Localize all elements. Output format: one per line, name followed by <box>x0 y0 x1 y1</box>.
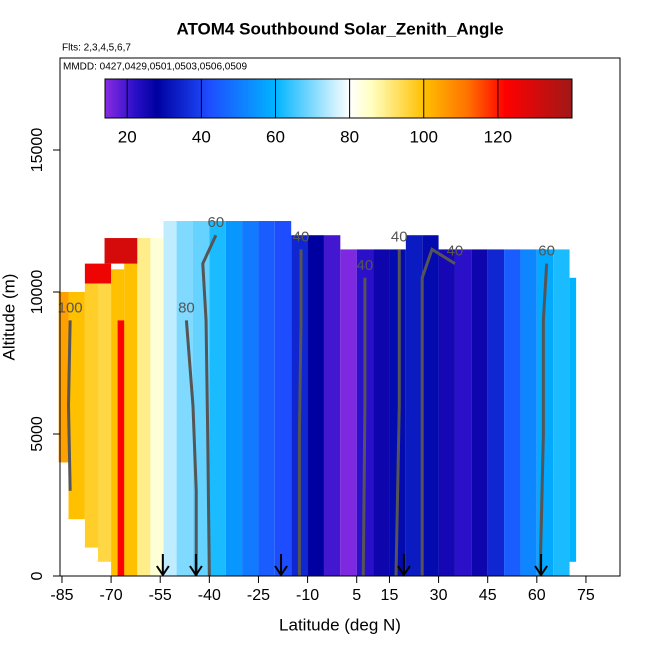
x-tick-label: 75 <box>577 587 595 604</box>
contour-label: 40 <box>447 243 464 260</box>
heat-cell <box>84 283 98 548</box>
colorbar-tick-label: 100 <box>410 127 438 146</box>
heat-cell <box>307 235 324 577</box>
y-tick-label: 0 <box>29 571 46 580</box>
contour-label: 100 <box>58 299 83 316</box>
heat-cell <box>97 277 112 562</box>
flight-marker-head <box>155 565 170 577</box>
contour-label: 40 <box>293 228 310 245</box>
x-tick-label: -40 <box>198 587 221 604</box>
heat-cell <box>163 221 177 576</box>
colorbar-tick-label: 60 <box>266 127 285 146</box>
heat-cell <box>137 238 151 576</box>
heat-cell <box>504 249 521 576</box>
heat-cell <box>438 249 455 576</box>
x-tick-label: -10 <box>296 587 319 604</box>
heat-cell <box>471 249 488 576</box>
heat-cell <box>176 221 193 576</box>
contour-label: 40 <box>357 257 374 274</box>
x-axis-label: Latitude (deg N) <box>279 615 401 634</box>
contour-label: 40 <box>391 228 408 245</box>
colorbar-tick-label: 20 <box>118 127 137 146</box>
heat-cell <box>274 221 292 576</box>
heat-cell <box>209 221 226 576</box>
y-tick-label: 5000 <box>29 416 46 452</box>
flight-marker-head <box>274 565 288 577</box>
heat-cell <box>520 249 537 576</box>
heat-cell <box>487 249 505 576</box>
heat-cell <box>323 235 341 577</box>
heat-cell <box>225 221 243 576</box>
flight-marker-head <box>534 565 548 577</box>
contour-line <box>420 247 456 576</box>
colorbar <box>104 78 573 119</box>
heat-cell <box>117 320 125 576</box>
x-tick-label: -25 <box>247 587 270 604</box>
heat-cell <box>340 249 357 576</box>
heat-cell <box>68 292 85 520</box>
heat-cell <box>84 263 112 284</box>
contour-line <box>394 249 401 577</box>
heat-cell <box>405 235 423 577</box>
x-tick-label: 5 <box>352 587 361 604</box>
heat-cell <box>553 249 570 576</box>
contour-label: 60 <box>538 243 555 260</box>
x-tick-label: 15 <box>381 587 399 604</box>
heat-cell <box>373 249 390 576</box>
contour-line <box>184 320 198 576</box>
heat-cell <box>104 238 138 264</box>
flight-marker-head <box>189 565 203 577</box>
y-axis-label: Altitude (m) <box>0 274 18 361</box>
contour-line <box>538 263 549 577</box>
contour-label: 80 <box>178 299 195 316</box>
annotation: MMDD: 0427,0429,0501,0503,0506,0509 <box>63 62 247 73</box>
heat-cell <box>258 221 275 576</box>
heat-cell <box>569 277 577 562</box>
heat-cell <box>150 238 164 576</box>
contour-line <box>361 277 367 577</box>
contour-label: 60 <box>208 214 225 231</box>
contour-line <box>67 320 72 491</box>
heat-cell <box>124 249 138 576</box>
subtitle: Flts: 2,3,4,5,6,7 <box>62 43 131 54</box>
x-tick-label: 30 <box>430 587 448 604</box>
heat-cell <box>58 292 69 463</box>
x-tick-label: -55 <box>149 587 172 604</box>
x-tick-label: 45 <box>479 587 497 604</box>
x-tick-label: -70 <box>100 587 123 604</box>
heat-cell <box>389 249 406 576</box>
colorbar-tick-label: 120 <box>484 127 512 146</box>
colorbar-tick-label: 80 <box>340 127 359 146</box>
chart-title: ATOM4 Southbound Solar_Zenith_Angle <box>176 19 503 38</box>
y-tick-label: 15000 <box>29 128 46 173</box>
heat-cell <box>242 221 259 576</box>
x-tick-label: 60 <box>528 587 546 604</box>
contour-line <box>297 249 303 576</box>
heat-cell <box>422 235 439 577</box>
y-tick-label: 10000 <box>29 270 46 315</box>
colorbar-tick-label: 40 <box>192 127 211 146</box>
heat-cell <box>454 249 472 576</box>
contour-line <box>201 234 218 577</box>
plot-frame <box>59 57 621 577</box>
flight-marker-head <box>397 565 411 577</box>
x-tick-label: -85 <box>50 587 73 604</box>
